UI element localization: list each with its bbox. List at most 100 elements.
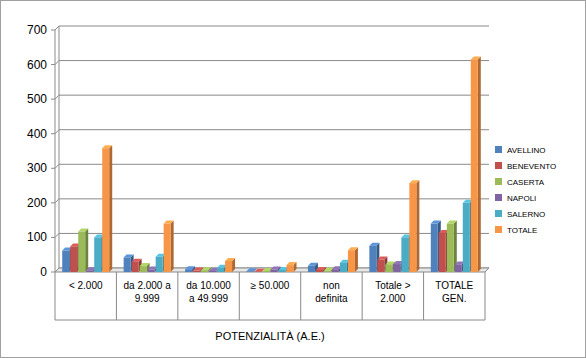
legend-label: BENEVENTO — [507, 162, 556, 171]
bar — [455, 264, 462, 272]
category-label-line: GEN. — [442, 293, 466, 304]
category-label-line: < 2.000 — [69, 280, 103, 291]
tick — [51, 99, 55, 100]
category-label-line: TOTALE — [435, 280, 473, 291]
bar-top — [102, 145, 112, 148]
legend-swatch — [495, 146, 502, 153]
bar — [279, 270, 286, 272]
tick-label: 600 — [27, 58, 47, 72]
grid-line-depth — [55, 233, 59, 237]
grid-line-depth — [55, 199, 59, 203]
bar — [369, 246, 376, 272]
bar-top — [164, 221, 174, 224]
bar — [409, 183, 416, 272]
tick — [51, 202, 55, 203]
bar — [164, 224, 171, 272]
bar-top — [316, 267, 326, 270]
bar — [471, 59, 478, 272]
bar — [393, 264, 400, 272]
bar — [209, 271, 216, 272]
bar-side — [171, 221, 174, 272]
bar-top — [78, 229, 88, 232]
category-label: ≥ 50.000 — [251, 280, 290, 291]
tick — [51, 30, 55, 31]
bar — [185, 269, 192, 272]
bar-top — [185, 266, 195, 269]
category-label-line: 2.000 — [380, 293, 405, 304]
category-divider — [362, 272, 363, 320]
category-label-line: non — [323, 280, 340, 291]
legend-swatch — [495, 194, 502, 201]
bar-top — [409, 180, 419, 183]
bar-3d — [78, 229, 88, 272]
bar — [340, 263, 347, 272]
bar-side — [109, 145, 112, 272]
bar-top — [271, 267, 281, 270]
bar-top — [247, 268, 257, 271]
legend-label: SALERNO — [507, 210, 545, 219]
bar-top — [447, 221, 457, 224]
bar-side — [85, 229, 88, 272]
bar — [217, 268, 224, 272]
bar — [401, 237, 408, 272]
legend-swatch — [495, 162, 502, 169]
category-label: da 10.000 a 49.999 — [186, 280, 231, 304]
bar — [431, 224, 438, 272]
legend-label: CASERTA — [507, 178, 545, 187]
bar-top — [225, 258, 235, 261]
bar — [86, 270, 93, 272]
tick-label: 500 — [27, 92, 47, 106]
grid-line-depth — [55, 130, 59, 134]
bar-3d — [164, 221, 174, 272]
bar — [463, 203, 470, 272]
grid-line-depth — [55, 26, 59, 30]
category-divider — [423, 272, 424, 320]
category-label-line: da 2.000 a — [124, 280, 172, 291]
category-label-line: definita — [315, 293, 348, 304]
legend-label: AVELLINO — [507, 146, 546, 155]
tick — [51, 64, 55, 65]
bar — [377, 260, 384, 272]
bar — [247, 271, 254, 272]
bar-top — [201, 267, 211, 270]
bar-3d — [348, 247, 358, 272]
bar — [308, 266, 315, 272]
bar-top — [287, 262, 297, 265]
bar — [316, 270, 323, 272]
category-divider — [300, 272, 301, 320]
y-axis — [55, 30, 56, 272]
bar-top — [431, 221, 441, 224]
bar-side — [478, 56, 481, 272]
legend-swatch — [495, 210, 502, 217]
bar — [140, 266, 147, 272]
bar — [447, 224, 454, 272]
category-label-line: da 10.000 — [186, 280, 231, 291]
tick-label: 100 — [27, 230, 47, 244]
grid-line — [59, 129, 489, 130]
bar — [385, 264, 392, 272]
legend-label: TOTALE — [507, 226, 537, 235]
category-label-line: 9.999 — [135, 293, 160, 304]
chart: 0100200300400500600700< 2.000da 2.000 a9… — [0, 0, 586, 358]
bar — [193, 271, 200, 272]
tick-label: 300 — [27, 161, 47, 175]
bar — [332, 269, 339, 272]
grid-line — [59, 60, 489, 61]
bar-top — [471, 56, 481, 59]
category-label: non definita — [315, 280, 348, 304]
bar-3d — [287, 262, 297, 272]
bar-top — [369, 243, 379, 246]
bar — [324, 271, 331, 272]
legend-swatch — [495, 178, 502, 185]
bar — [70, 246, 77, 272]
bar — [271, 270, 278, 272]
category-divider — [116, 272, 117, 320]
bar-3d — [102, 145, 112, 272]
grid-line — [59, 95, 489, 96]
bar-side — [355, 247, 358, 272]
bar-3d — [409, 180, 419, 272]
category-divider — [239, 272, 240, 320]
bar — [263, 271, 270, 272]
legend-swatch — [495, 226, 502, 233]
category-label-line: a 49.999 — [189, 293, 228, 304]
